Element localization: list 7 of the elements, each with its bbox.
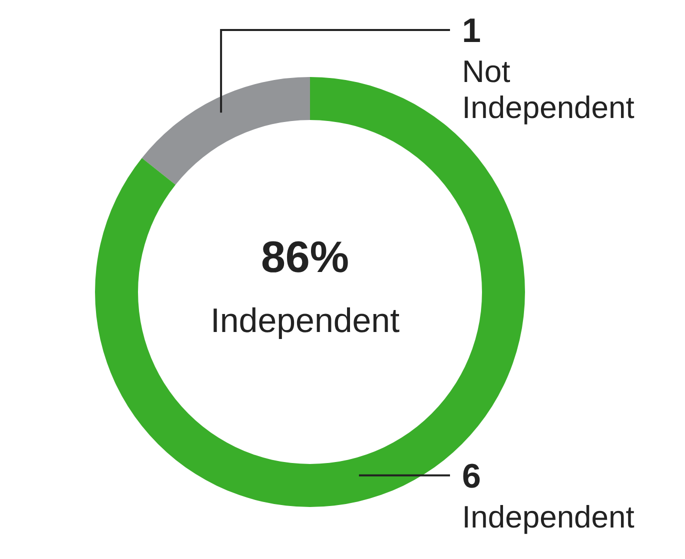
text: Independent — [210, 302, 400, 340]
donut-slice — [142, 77, 310, 185]
text: 86% — [260, 233, 350, 282]
slice-label: Independent — [462, 499, 635, 534]
slice-label: Not Independent — [462, 54, 635, 125]
data-label: 6 — [462, 457, 481, 496]
data-label: 1 — [462, 12, 481, 50]
